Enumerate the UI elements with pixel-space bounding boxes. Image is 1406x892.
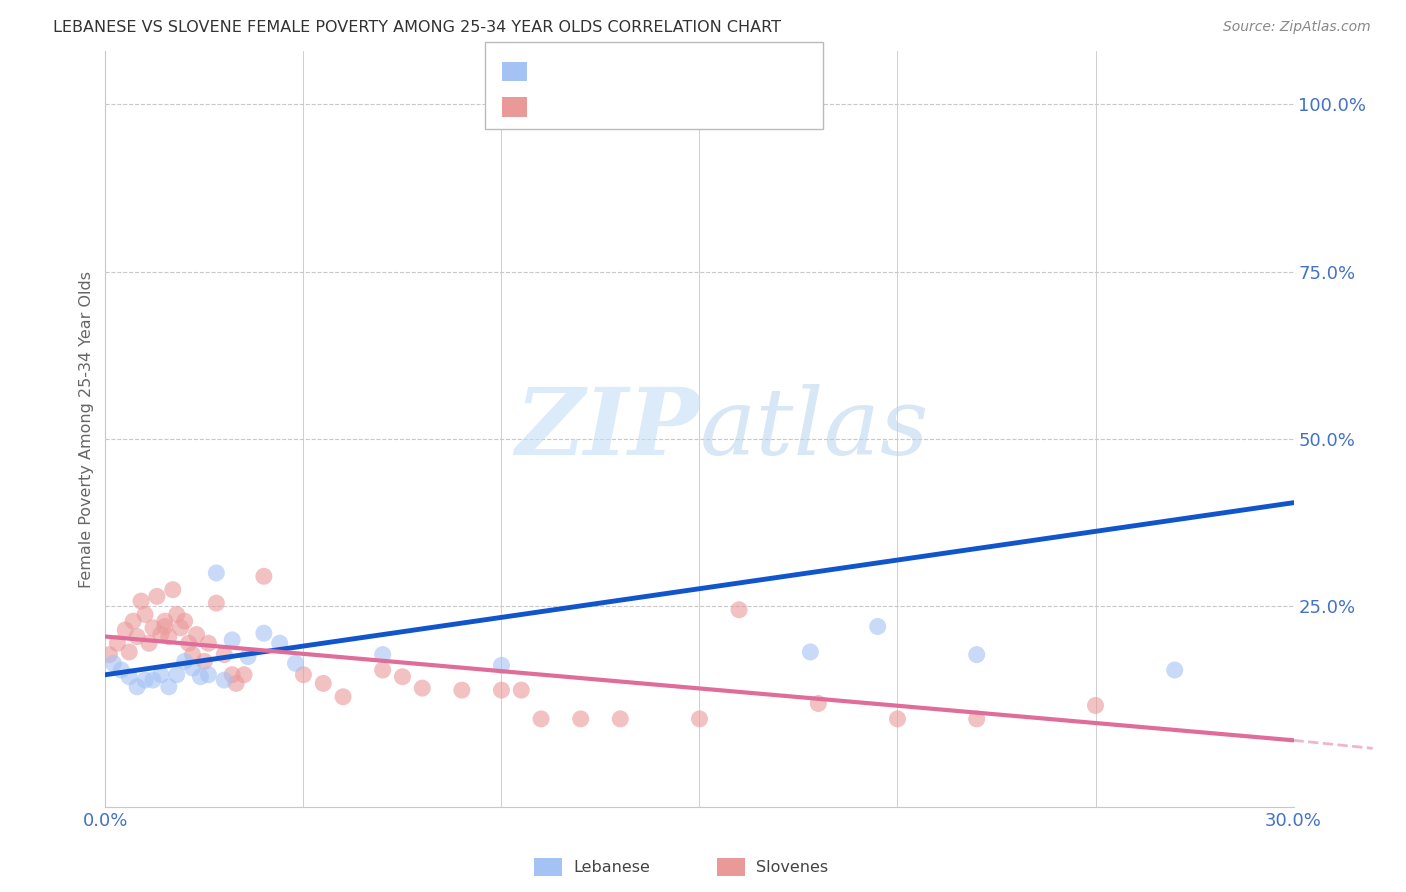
Y-axis label: Female Poverty Among 25-34 Year Olds: Female Poverty Among 25-34 Year Olds [79,270,94,588]
Point [177,636,200,650]
Point [569,712,592,726]
Text: R =: R = [541,62,581,80]
Point [807,697,830,711]
Point [411,681,433,695]
Point [122,614,145,628]
Point [628,114,651,128]
Point [491,683,513,698]
Point [149,667,172,681]
Point [886,712,908,726]
Text: Source: ZipAtlas.com: Source: ZipAtlas.com [1223,20,1371,34]
Point [134,607,156,622]
Point [162,582,184,597]
Text: LEBANESE VS SLOVENE FEMALE POVERTY AMONG 25-34 YEAR OLDS CORRELATION CHART: LEBANESE VS SLOVENE FEMALE POVERTY AMONG… [53,20,782,35]
Point [103,657,125,671]
Point [1164,663,1187,677]
Text: Lebanese: Lebanese [574,860,651,874]
Text: N =: N = [648,62,700,80]
Point [799,645,821,659]
Point [181,648,204,662]
Point [221,667,243,681]
Point [173,654,195,668]
Text: ZIP: ZIP [515,384,700,474]
Text: R =: R = [541,98,581,116]
Point [193,654,215,668]
Point [197,636,219,650]
Point [214,648,236,662]
Point [166,667,188,681]
Point [221,632,243,647]
Point [510,683,533,698]
Point [292,667,315,681]
Point [190,670,212,684]
Point [233,667,256,681]
Point [966,712,988,726]
Point [205,596,228,610]
Point [98,648,121,662]
Point [146,590,169,604]
Point [866,619,889,633]
Point [253,626,276,640]
Point [142,621,165,635]
Point [689,712,711,726]
Point [173,614,195,628]
Point [371,663,394,677]
Point [149,627,172,641]
Point [332,690,354,704]
Point [181,661,204,675]
Point [450,683,472,698]
Point [491,658,513,673]
Point [138,636,160,650]
Point [269,636,291,650]
Point [530,712,553,726]
Point [118,645,141,659]
Point [105,636,128,650]
Point [142,673,165,687]
Text: 0.361: 0.361 [579,62,643,80]
Text: Slovenes: Slovenes [756,860,828,874]
Point [391,670,413,684]
Point [253,569,276,583]
Point [157,630,180,644]
Point [110,663,132,677]
Point [153,614,176,628]
Point [214,673,236,687]
Point [1084,698,1107,713]
Point [114,623,136,637]
Point [127,630,149,644]
Text: -0.228: -0.228 [579,98,644,116]
Point [129,594,152,608]
Point [134,673,156,687]
Point [728,603,751,617]
Point [205,566,228,580]
Point [284,657,307,671]
Point [157,680,180,694]
Point [166,607,188,622]
Point [609,712,631,726]
Point [312,676,335,690]
Text: atlas: atlas [700,384,929,474]
Text: 24: 24 [704,62,730,80]
Point [153,619,176,633]
Point [966,648,988,662]
Point [127,680,149,694]
Text: N =: N = [648,98,700,116]
Point [371,648,394,662]
Point [186,627,208,641]
Point [236,649,259,664]
Point [225,676,247,690]
Point [118,670,141,684]
Point [170,621,193,635]
Text: 48: 48 [704,98,730,116]
Point [197,667,219,681]
